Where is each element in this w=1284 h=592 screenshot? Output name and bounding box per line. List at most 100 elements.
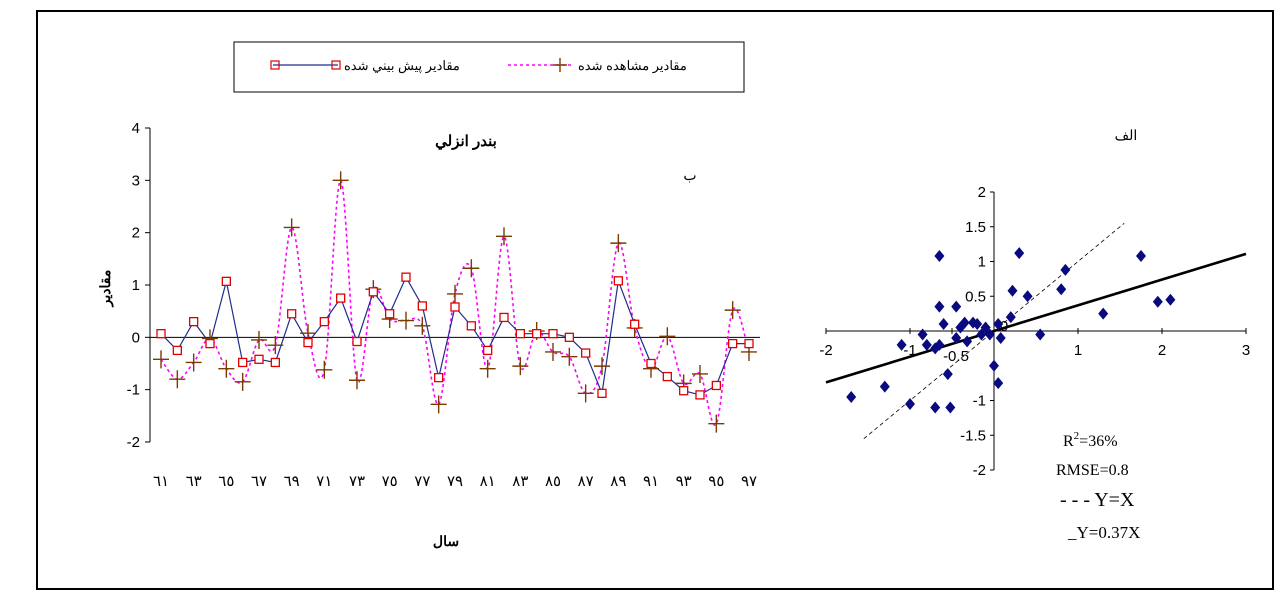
- x-tick-label: ٩٥: [708, 473, 724, 490]
- predicted-point: [728, 338, 738, 349]
- observed-point: [316, 360, 333, 379]
- scatter-point: [938, 318, 949, 331]
- observed-point: [349, 371, 365, 390]
- observed-point: [692, 364, 708, 383]
- observed-point: [708, 414, 725, 433]
- scatter-chart: الف -2 -1 -0.501 2 321.510.5-1-1.5-2 R2=36% …: [819, 127, 1250, 542]
- observed-point: [218, 359, 235, 378]
- observed-point: [153, 350, 169, 369]
- scatter-y-tick-label: 1.5: [965, 219, 986, 236]
- fit-line-label: _Y=0.37X: [1067, 523, 1140, 542]
- scatter-point: [879, 380, 890, 393]
- y-tick-label: 2: [132, 225, 140, 242]
- scatter-point: [1007, 284, 1018, 297]
- observed-point: [169, 370, 186, 389]
- predicted-point: [434, 372, 444, 383]
- predicted-point: [287, 309, 297, 319]
- scatter-axes: [826, 192, 1246, 470]
- chart-subtitle: ب: [683, 167, 696, 183]
- observed-point: [724, 301, 741, 320]
- scatter-point: [934, 338, 945, 351]
- scatter-point: [917, 328, 928, 341]
- predicted-point: [532, 329, 542, 339]
- scatter-point: [934, 300, 945, 313]
- scatter-point: [934, 249, 945, 262]
- scatter-point: [942, 368, 953, 381]
- line-chart: مقادير پيش بيني شده مقادير مشاهده شده بن…: [97, 41, 760, 549]
- figure-canvas: مقادير پيش بيني شده مقادير مشاهده شده بن…: [97, 41, 1250, 549]
- line-chart-series: [153, 171, 757, 433]
- legend-predicted-marker: [331, 60, 341, 70]
- fit-line: [825, 252, 1247, 384]
- scatter-point: [993, 377, 1004, 390]
- scatter-title: الف: [1115, 127, 1138, 143]
- predicted-point: [466, 321, 476, 331]
- scatter-y-tick-label: -1.5: [960, 427, 986, 444]
- observed-point: [430, 395, 447, 414]
- scatter-point: [951, 300, 962, 313]
- x-tick-label: ٦١: [153, 473, 169, 490]
- predicted-point: [336, 293, 346, 303]
- observed-point: [447, 284, 463, 303]
- x-tick-label: ٧٥: [382, 473, 398, 490]
- scatter-point: [984, 328, 995, 341]
- scatter-point: [951, 331, 962, 344]
- legend-predicted-label: مقادير پيش بيني شده: [344, 58, 460, 74]
- scatter-point: [1005, 311, 1016, 324]
- scatter-point: [945, 401, 956, 414]
- scatter-y-tick-label: -1: [973, 393, 986, 410]
- predicted-point: [189, 316, 199, 327]
- predicted-point: [303, 337, 313, 348]
- observed-point: [267, 336, 284, 355]
- r2-annotation: R2=36%: [1063, 430, 1118, 450]
- predicted-point: [254, 354, 264, 364]
- scatter-y-tick-label: 2: [978, 184, 986, 201]
- x-tick-label: ٨٩: [610, 473, 626, 490]
- scatter-point: [1152, 295, 1163, 308]
- scatter-ticks: -2 -1 -0.501 2 321.510.5-1-1.5-2: [819, 184, 1250, 479]
- predicted-point: [417, 301, 427, 311]
- observed-point: [577, 384, 594, 403]
- legend-observed-label: مقادير مشاهده شده: [578, 58, 687, 74]
- rmse-annotation: RMSE=0.8: [1056, 462, 1129, 479]
- observed-point: [414, 316, 431, 335]
- scatter-point: [921, 338, 932, 351]
- predicted-point: [581, 348, 591, 358]
- predicted-point: [711, 380, 721, 391]
- predicted-point: [483, 345, 493, 356]
- scatter-point: [1035, 328, 1046, 341]
- observed-point: [185, 353, 202, 372]
- x-tick-label: ٦٩: [284, 473, 300, 490]
- scatter-point: [989, 359, 999, 372]
- observed-point: [561, 347, 578, 366]
- x-tick-label: ٩٧: [741, 473, 757, 490]
- predicted-point: [156, 329, 166, 339]
- y-tick-label: -1: [127, 382, 140, 399]
- legend-box: [233, 41, 745, 93]
- predicted-point: [515, 329, 525, 339]
- scatter-point: [1056, 283, 1067, 296]
- scatter-point: [995, 331, 1006, 344]
- predicted-point: [450, 302, 460, 312]
- y-tick-label: 4: [132, 120, 140, 137]
- scatter-x-tick-label: 2: [1158, 342, 1166, 359]
- x-tick-label: ٨٧: [578, 473, 594, 490]
- predicted-point: [368, 287, 378, 297]
- scatter-point: [1022, 290, 1033, 303]
- scatter-x-tick-label: -0.5: [943, 348, 969, 365]
- predicted-point: [744, 338, 754, 349]
- observed-point: [512, 357, 529, 376]
- scatter-point: [930, 401, 941, 414]
- x-tick-label: ٩٣: [676, 473, 692, 490]
- y-tick-label: 0: [132, 329, 140, 346]
- scatter-y-tick-label: -2: [973, 462, 986, 479]
- x-tick-label: ٦٧: [251, 473, 267, 490]
- scatter-points: [846, 247, 1176, 414]
- scatter-point: [972, 318, 983, 331]
- x-tick-label: ٦٥: [218, 473, 234, 490]
- predicted-point: [564, 332, 574, 342]
- observed-point: [332, 171, 349, 190]
- r2-value: =36%: [1079, 433, 1117, 450]
- observed-point: [479, 359, 496, 378]
- scatter-point: [905, 397, 915, 410]
